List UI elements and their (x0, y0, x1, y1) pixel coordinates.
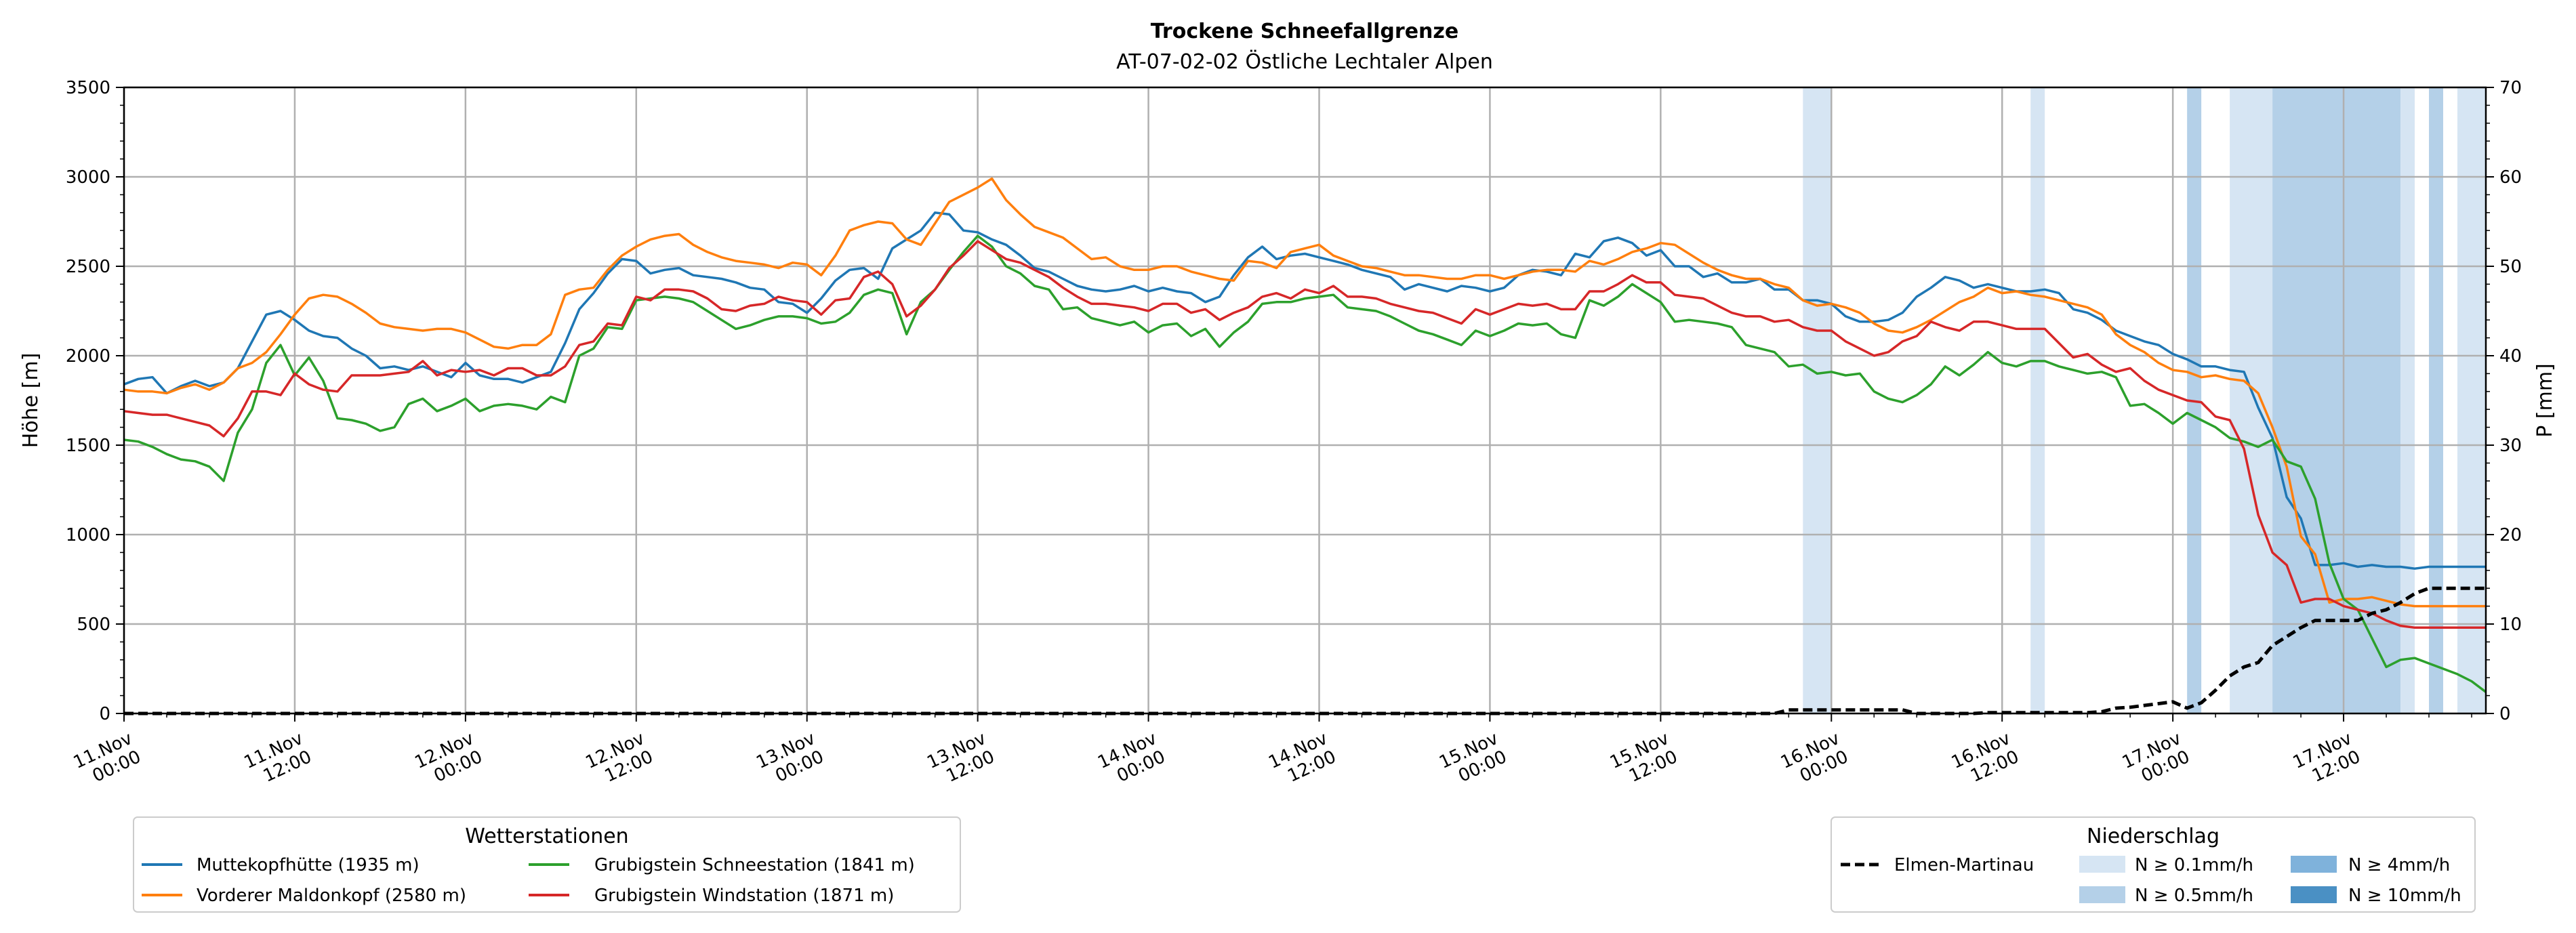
legend-precip-title: Niederschlag (2087, 825, 2220, 848)
y2-tick-label-5: 50 (2499, 257, 2522, 277)
legend-swatch-precip-0 (2079, 856, 2125, 873)
plot-frame (123, 86, 2487, 715)
y2-tick-label-7: 70 (2499, 78, 2522, 98)
legend-swatch-precip-3 (2291, 886, 2337, 903)
legend-label-elmen-martinau: Elmen-Martinau (1894, 855, 2034, 875)
y-tick-label-3: 1500 (66, 436, 110, 456)
legend-label-precip-2: N ≥ 4mm/h (2348, 855, 2450, 875)
legend-label-precip-1: N ≥ 0.5mm/h (2135, 886, 2253, 906)
legend-swatch-precip-2 (2291, 856, 2337, 873)
y2-tick-label-6: 60 (2499, 167, 2522, 188)
legend-stations: Wetterstationen Muttekopfhütte (1935 m) … (133, 816, 961, 913)
y-axis-label: Höhe [m] (19, 353, 43, 449)
chart-title: Trockene Schneefallgrenze (1151, 20, 1458, 43)
legend-stations-title: Wetterstationen (465, 825, 628, 848)
y-tick-label-1: 500 (77, 615, 110, 635)
y2-tick-label-0: 0 (2499, 704, 2511, 724)
legend-label-precip-0: N ≥ 0.1mm/h (2135, 855, 2253, 875)
precip-band-4 (2272, 87, 2401, 713)
series-line-0 (123, 211, 2486, 570)
precipitation-bands (1803, 87, 2486, 713)
y2-tick-label-2: 20 (2499, 525, 2522, 545)
y2-tick-label-1: 10 (2499, 615, 2522, 635)
precip-band-5 (2400, 87, 2415, 713)
y-tick-label-4: 2000 (66, 346, 110, 367)
precip-band-7 (2457, 87, 2486, 713)
legend-swatch-precip-1 (2079, 886, 2125, 903)
series-line-1 (123, 177, 2486, 608)
chart-subtitle: AT-07-02-02 Östliche Lechtaler Alpen (1116, 49, 1493, 74)
precip-band-6 (2429, 87, 2444, 713)
y2-tick-label-3: 30 (2499, 436, 2522, 456)
legend-label-windstation: Grubigstein Windstation (1871 m) (594, 886, 894, 906)
y2-tick-label-4: 40 (2499, 346, 2522, 367)
y-tick-label-2: 1000 (66, 525, 110, 545)
precip-band-0 (1803, 87, 1832, 713)
precip-band-3 (2230, 87, 2273, 713)
y-tick-label-6: 3000 (66, 167, 110, 188)
y-tick-label-0: 0 (99, 704, 110, 724)
legend-label-maldonkopf: Vorderer Maldonkopf (2580 m) (197, 886, 466, 906)
legend-label-schneestation: Grubigstein Schneestation (1841 m) (594, 855, 915, 875)
y-tick-label-5: 2500 (66, 257, 110, 277)
legend-label-muttekopfhuette: Muttekopfhütte (1935 m) (197, 855, 420, 875)
precip-band-1 (2030, 87, 2045, 713)
y2-axis-label: P [mm] (2533, 363, 2557, 437)
legend-precipitation: Niederschlag Elmen-Martinau N ≥ 0.1mm/h … (1831, 816, 2476, 913)
series-line-2 (123, 234, 2487, 693)
y-tick-label-7: 3500 (66, 78, 110, 98)
legend-label-precip-3: N ≥ 10mm/h (2348, 886, 2461, 906)
series-line-3 (123, 240, 2486, 629)
